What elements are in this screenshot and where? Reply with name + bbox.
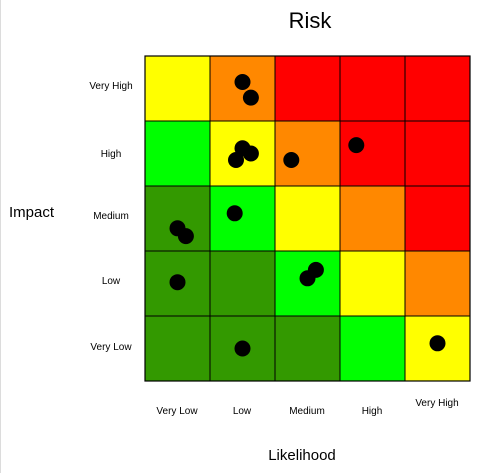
cell-0-0 bbox=[144, 55, 211, 122]
risk-point-14 bbox=[429, 335, 446, 352]
cell-2-2 bbox=[274, 185, 341, 252]
cell-3-1 bbox=[209, 250, 276, 317]
cell-3-3 bbox=[339, 250, 406, 317]
cell-0-2 bbox=[274, 55, 341, 122]
cell-0-3 bbox=[339, 55, 406, 122]
y-tick-high: High bbox=[100, 149, 122, 160]
x-tick-medium: Medium bbox=[289, 406, 325, 417]
risk-point-0 bbox=[234, 74, 251, 90]
cell-1-0 bbox=[144, 120, 211, 187]
risk-point-4 bbox=[228, 152, 244, 168]
x-tick-very-low: Very Low bbox=[156, 406, 198, 417]
x-tick-high: High bbox=[361, 406, 383, 417]
chart-title: Risk bbox=[288, 8, 332, 33]
cell-2-0 bbox=[144, 185, 211, 252]
cell-4-2 bbox=[274, 315, 341, 382]
cell-2-3 bbox=[339, 185, 406, 252]
cell-4-3 bbox=[339, 315, 406, 382]
cell-1-4 bbox=[404, 120, 471, 187]
cell-0-4 bbox=[404, 55, 471, 122]
y-tick-low: Low bbox=[101, 276, 121, 287]
cell-3-4 bbox=[404, 250, 471, 317]
risk-point-1 bbox=[242, 89, 259, 106]
matrix-border bbox=[144, 55, 471, 382]
x-tick-low: Low bbox=[232, 406, 252, 417]
y-tick-medium: Medium bbox=[93, 211, 129, 222]
x-axis-title: Likelihood bbox=[268, 447, 336, 464]
risk-point-3 bbox=[242, 145, 259, 162]
y-tick-very-low: Very Low bbox=[90, 342, 132, 353]
cell-4-0 bbox=[144, 315, 211, 382]
risk-point-7 bbox=[226, 205, 243, 222]
cell-2-1 bbox=[209, 185, 276, 252]
risk-point-13 bbox=[234, 340, 251, 357]
x-tick-very-high: Very High bbox=[415, 398, 459, 409]
risk-point-5 bbox=[283, 152, 300, 168]
left-divider bbox=[0, 0, 1, 473]
cell-2-4 bbox=[404, 185, 471, 252]
cell-1-2 bbox=[274, 120, 341, 187]
risk-point-11 bbox=[299, 270, 316, 287]
y-axis-title: Impact bbox=[9, 204, 55, 221]
risk-point-6 bbox=[348, 137, 365, 154]
risk-point-12 bbox=[169, 274, 186, 291]
risk-point-9 bbox=[177, 228, 194, 245]
y-tick-very-high: Very High bbox=[89, 81, 133, 92]
cell-1-3 bbox=[339, 120, 406, 187]
